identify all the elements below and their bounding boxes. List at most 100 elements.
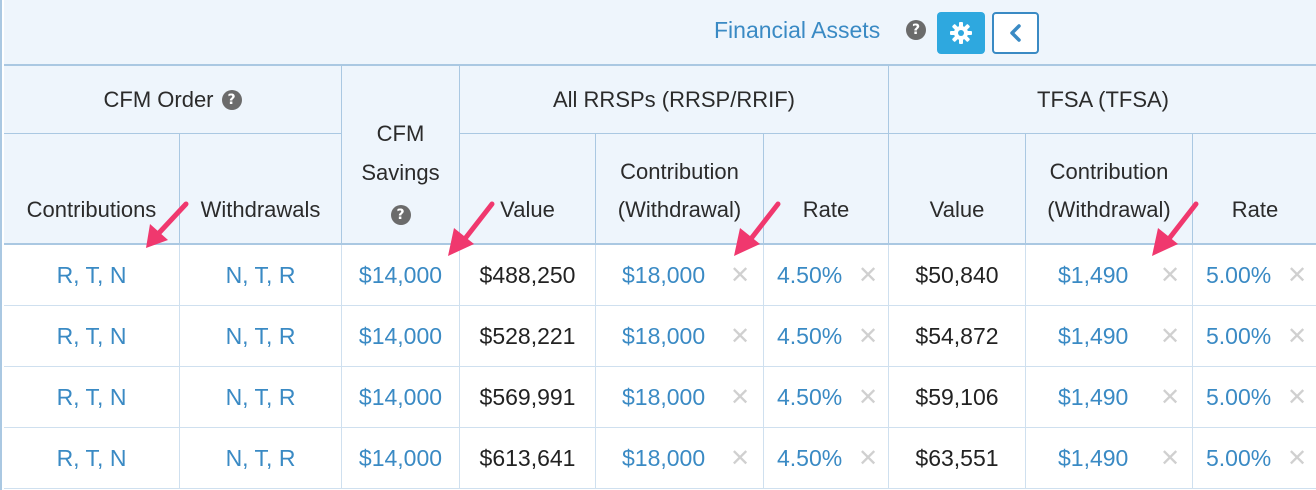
table-cell: $14,000	[342, 367, 460, 428]
table-cell: 4.50% ✕	[764, 306, 889, 367]
tfsa-value: $59,106	[915, 383, 999, 410]
clear-x-icon[interactable]: ✕	[730, 383, 751, 411]
withdrawal-order-link[interactable]: N, T, R	[225, 383, 296, 410]
table-cell: $14,000	[342, 428, 460, 489]
tfsa-rate-link[interactable]: 5.00%	[1206, 444, 1272, 471]
table-cell: N, T, R	[180, 428, 342, 489]
tfsa-contribution-link[interactable]: $1,490	[1058, 444, 1129, 471]
table-cell: $18,000 ✕	[596, 245, 764, 306]
clear-x-icon[interactable]: ✕	[858, 322, 879, 350]
table-cell: 5.00% ✕	[1193, 306, 1316, 367]
table-cell: R, T, N	[4, 428, 180, 489]
tfsa-contribution-link[interactable]: $1,490	[1058, 383, 1129, 410]
clear-x-icon[interactable]: ✕	[730, 261, 751, 289]
table-cell: $613,641	[460, 428, 596, 489]
clear-x-icon[interactable]: ✕	[858, 444, 879, 472]
clear-x-icon[interactable]: ✕	[1287, 444, 1308, 472]
rrsp-contribution-link[interactable]: $18,000	[622, 322, 706, 349]
table-cell: $18,000 ✕	[596, 306, 764, 367]
cfm-savings-line1: CFM	[376, 121, 425, 146]
table-cell: 5.00% ✕	[1193, 245, 1316, 306]
cfm-savings-link[interactable]: $14,000	[358, 444, 443, 471]
tfsa-contribution-line1: Contribution	[1049, 159, 1169, 184]
rrsp-contribution-link[interactable]: $18,000	[622, 444, 706, 471]
tfsa-rate-link[interactable]: 5.00%	[1206, 322, 1272, 349]
rrsp-value: $613,641	[479, 444, 576, 471]
table-cell: 4.50% ✕	[764, 367, 889, 428]
table-cell: $18,000 ✕	[596, 367, 764, 428]
clear-x-icon[interactable]: ✕	[1160, 444, 1181, 472]
rrsp-rate-link[interactable]: 4.50%	[777, 383, 843, 410]
contribution-order-link[interactable]: R, T, N	[56, 322, 127, 349]
rrsp-value: $488,250	[479, 261, 576, 288]
column-header-rrsp-contribution: Contribution (Withdrawal)	[596, 134, 764, 244]
table-cell: $59,106	[889, 367, 1026, 428]
clear-x-icon[interactable]: ✕	[858, 261, 879, 289]
help-circle-icon[interactable]: ?	[390, 205, 411, 225]
rrsp-rate-link[interactable]: 4.50%	[777, 322, 843, 349]
clear-x-icon[interactable]: ✕	[858, 383, 879, 411]
rrsp-contribution-link[interactable]: $18,000	[622, 261, 706, 288]
rrsp-rate-link[interactable]: 4.50%	[777, 261, 843, 288]
rrsp-rate-link[interactable]: 4.50%	[777, 444, 843, 471]
table-cell: $1,490 ✕	[1026, 306, 1193, 367]
collapse-button[interactable]	[992, 12, 1039, 54]
contribution-order-link[interactable]: R, T, N	[56, 444, 127, 471]
tfsa-rate-link[interactable]: 5.00%	[1206, 261, 1272, 288]
contribution-order-link[interactable]: R, T, N	[56, 261, 127, 288]
clear-x-icon[interactable]: ✕	[1287, 261, 1308, 289]
help-circle-icon[interactable]: ?	[221, 89, 242, 110]
group-header-cfm-order: CFM Order ?	[4, 66, 342, 134]
table-cell: 4.50% ✕	[764, 245, 889, 306]
cfm-savings-link[interactable]: $14,000	[358, 322, 443, 349]
clear-x-icon[interactable]: ✕	[1287, 383, 1308, 411]
table-cell: 5.00% ✕	[1193, 367, 1316, 428]
clear-x-icon[interactable]: ✕	[1160, 383, 1181, 411]
table-cell: $50,840	[889, 245, 1026, 306]
clear-x-icon[interactable]: ✕	[730, 322, 751, 350]
table-cell: $14,000	[342, 245, 460, 306]
column-header-cfm-savings: CFM Savings ?	[342, 66, 460, 244]
tfsa-value: $50,840	[915, 261, 999, 288]
clear-x-icon[interactable]: ✕	[730, 444, 751, 472]
cfm-order-label: CFM Order	[103, 86, 214, 112]
withdrawal-order-link[interactable]: N, T, R	[225, 322, 296, 349]
settings-button[interactable]	[937, 12, 985, 54]
withdrawal-order-link[interactable]: N, T, R	[225, 261, 296, 288]
help-circle-icon[interactable]: ?	[906, 20, 926, 40]
table-cell: $528,221	[460, 306, 596, 367]
withdrawals-label: Withdrawals	[200, 197, 321, 222]
table-cell: N, T, R	[180, 367, 342, 428]
cfm-savings-link[interactable]: $14,000	[358, 261, 443, 288]
header-divider	[4, 243, 1316, 245]
table-cell: R, T, N	[4, 367, 180, 428]
cfm-savings-link[interactable]: $14,000	[358, 383, 443, 410]
table-cell: $1,490 ✕	[1026, 428, 1193, 489]
table-cell: 4.50% ✕	[764, 428, 889, 489]
rrsp-value-label: Value	[500, 197, 555, 222]
table-cell: $1,490 ✕	[1026, 367, 1193, 428]
rrsp-value: $569,991	[479, 383, 576, 410]
table-cell: $18,000 ✕	[596, 428, 764, 489]
rrsp-contribution-link[interactable]: $18,000	[622, 383, 706, 410]
clear-x-icon[interactable]: ✕	[1160, 322, 1181, 350]
rrsp-group-label: All RRSPs (RRSP/RRIF)	[552, 86, 795, 112]
clear-x-icon[interactable]: ✕	[1287, 322, 1308, 350]
financial-assets-title[interactable]: Financial Assets	[714, 17, 881, 43]
column-header-tfsa-rate: Rate	[1193, 134, 1316, 244]
tfsa-rate-link[interactable]: 5.00%	[1206, 383, 1272, 410]
rrsp-contribution-line1: Contribution	[620, 159, 739, 184]
tfsa-contribution-link[interactable]: $1,490	[1058, 322, 1129, 349]
contribution-order-link[interactable]: R, T, N	[56, 383, 127, 410]
tfsa-rate-label: Rate	[1231, 197, 1279, 222]
tfsa-contribution-link[interactable]: $1,490	[1058, 261, 1129, 288]
tfsa-value: $63,551	[915, 444, 999, 471]
withdrawal-order-link[interactable]: N, T, R	[225, 444, 296, 471]
table-cell: N, T, R	[180, 245, 342, 306]
column-header-rrsp-value: Value	[460, 134, 596, 244]
clear-x-icon[interactable]: ✕	[1160, 261, 1181, 289]
column-header-contributions: Contributions	[4, 134, 180, 244]
column-header-tfsa-value: Value	[889, 134, 1026, 244]
table-cell: $569,991	[460, 367, 596, 428]
table-cell: N, T, R	[180, 306, 342, 367]
